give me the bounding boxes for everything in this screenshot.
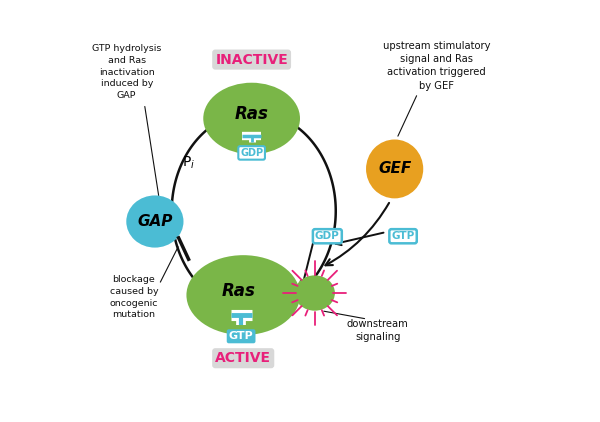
Text: GTP hydrolysis
and Ras
inactivation
induced by
GAP: GTP hydrolysis and Ras inactivation indu… xyxy=(92,44,161,100)
Text: blockage
caused by
oncogenic
mutation: blockage caused by oncogenic mutation xyxy=(110,275,158,319)
Text: downstream
signaling: downstream signaling xyxy=(347,319,409,343)
Text: ACTIVE: ACTIVE xyxy=(215,351,271,365)
Text: upstream stimulatory
signal and Ras
activation triggered
by GEF: upstream stimulatory signal and Ras acti… xyxy=(383,41,490,91)
Text: GTP: GTP xyxy=(391,231,415,241)
Text: Ras: Ras xyxy=(222,282,256,300)
Ellipse shape xyxy=(366,140,423,198)
Ellipse shape xyxy=(203,83,300,154)
Text: Ras: Ras xyxy=(235,105,269,123)
Text: GTP: GTP xyxy=(229,331,253,341)
Ellipse shape xyxy=(187,255,300,335)
Text: P$_i$: P$_i$ xyxy=(182,154,195,171)
Ellipse shape xyxy=(295,275,335,311)
Text: GDP: GDP xyxy=(315,231,340,241)
Text: GDP: GDP xyxy=(240,148,263,158)
Ellipse shape xyxy=(126,195,184,248)
Text: INACTIVE: INACTIVE xyxy=(215,53,288,67)
Text: GAP: GAP xyxy=(137,214,173,229)
Text: GEF: GEF xyxy=(378,162,411,176)
